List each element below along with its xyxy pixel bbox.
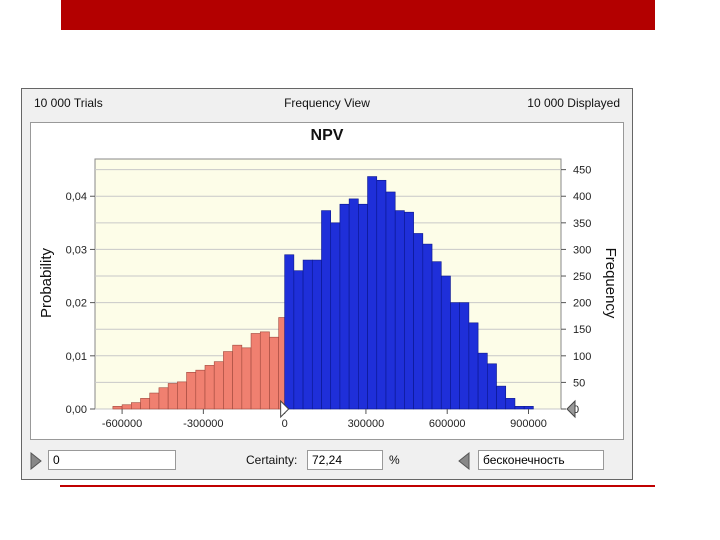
certainty-controls: Certainty: % [22, 444, 632, 476]
histogram-bar-out-of-range [149, 392, 160, 410]
histogram-bar-in-range [487, 363, 497, 410]
percent-label: % [389, 453, 400, 467]
y-right-tick-label: 100 [573, 351, 591, 363]
histogram-bar-in-range [514, 406, 525, 410]
y-right-tick-label: 0 [573, 404, 579, 416]
histogram-bar-in-range [523, 406, 534, 410]
histogram-bar-out-of-range [195, 369, 206, 410]
y-right-tick-label: 400 [573, 191, 591, 203]
histogram-bar-out-of-range [204, 365, 215, 410]
histogram-bar-in-range [376, 179, 387, 410]
histogram-bar-out-of-range [121, 404, 132, 410]
histogram-bar-out-of-range [158, 387, 169, 410]
y-axis-left-label: Probability [38, 247, 55, 318]
histogram-bar-out-of-range [131, 402, 141, 410]
upper-bound-input[interactable] [478, 450, 604, 470]
y-right-tick-label: 50 [573, 377, 585, 389]
y-right-tick-label: 250 [573, 271, 591, 283]
x-tick-label: 300000 [348, 418, 385, 430]
histogram-bar-out-of-range [250, 333, 261, 410]
histogram-bar-out-of-range [269, 336, 279, 410]
histogram-bar-in-range [440, 275, 451, 410]
histogram-bar-out-of-range [241, 347, 252, 410]
histogram-bar-in-range [468, 322, 479, 410]
histogram-bar-out-of-range [232, 344, 243, 410]
histogram-bar-in-range [385, 191, 396, 410]
x-tick-label: 900000 [510, 418, 547, 430]
x-tick-label: 600000 [429, 418, 466, 430]
histogram-bar-in-range [339, 203, 350, 410]
histogram-bar-out-of-range [213, 361, 224, 410]
x-tick-label: -300000 [183, 418, 223, 430]
histogram-bar-out-of-range [186, 371, 197, 410]
histogram-bar-in-range [477, 352, 488, 410]
y-axis-right-label: Frequency [602, 248, 619, 319]
lower-grabber-arrow-icon[interactable] [30, 452, 42, 470]
histogram-bar-in-range [496, 385, 507, 410]
histogram-bar-in-range [450, 302, 460, 410]
npv-histogram-chart: NPV Probability Frequency 0 50 100 150 200 25… [38, 127, 619, 430]
histogram-bar-in-range [302, 259, 313, 410]
certainty-label: Certainty: [246, 453, 298, 467]
histogram-bar-in-range [413, 233, 424, 410]
slide-title-bar [61, 0, 655, 30]
y-right-tick-label: 350 [573, 218, 591, 230]
y-right-tick-label: 300 [573, 244, 591, 256]
x-tick-label: 0 [282, 418, 288, 430]
y-left-tick-label: 0,02 [66, 298, 87, 310]
histogram-bar-in-range [321, 210, 332, 410]
histogram-bar-out-of-range [259, 331, 270, 410]
histogram-bar-in-range [348, 198, 359, 410]
lower-certainty-grabber-icon[interactable] [280, 399, 290, 419]
view-title: Frequency View [284, 96, 370, 110]
histogram-bar-in-range [330, 222, 341, 410]
lower-bound-input[interactable] [48, 450, 176, 470]
y-right-tick-label: 200 [573, 298, 591, 310]
frequency-view-window: 10 000 Trials Frequency View 10 000 Disp… [21, 88, 633, 480]
upper-certainty-grabber-icon[interactable] [566, 399, 576, 419]
certainty-input[interactable] [307, 450, 383, 470]
displayed-count-label: 10 000 Displayed [527, 96, 620, 110]
histogram-bar-in-range [404, 211, 414, 410]
histogram-bar-in-range [293, 270, 304, 410]
slide-divider-line [60, 485, 655, 487]
histogram-bar-in-range [284, 254, 295, 410]
x-tick-label: -600000 [102, 418, 142, 430]
histogram-bar-in-range [394, 210, 405, 410]
histogram-bar-in-range [367, 176, 378, 410]
trials-count-label: 10 000 Trials [34, 96, 103, 110]
upper-grabber-arrow-icon[interactable] [458, 452, 470, 470]
y-left-tick-label: 0,04 [66, 191, 87, 203]
histogram-bar-out-of-range [223, 351, 233, 410]
histogram-bar-in-range [311, 259, 322, 410]
histogram-bar-in-range [505, 398, 516, 410]
histogram-bar-in-range [459, 302, 470, 410]
y-left-tick-label: 0,03 [66, 244, 87, 256]
histogram-bar-out-of-range [140, 398, 151, 410]
histogram-bar-in-range [358, 203, 368, 410]
y-right-tick-label: 150 [573, 324, 591, 336]
y-right-tick-label: 450 [573, 165, 591, 177]
histogram-bar-out-of-range [112, 406, 123, 410]
histogram-bar-out-of-range [177, 381, 187, 410]
histogram-bar-in-range [422, 243, 433, 410]
chart-title: NPV [311, 127, 344, 144]
y-left-tick-label: 0,01 [66, 351, 87, 363]
histogram-bar-in-range [431, 261, 442, 410]
y-left-tick-label: 0,00 [66, 404, 87, 416]
chart-panel: NPV Probability Frequency 0 50 100 150 200 25… [30, 122, 624, 440]
histogram-bar-out-of-range [167, 383, 178, 410]
